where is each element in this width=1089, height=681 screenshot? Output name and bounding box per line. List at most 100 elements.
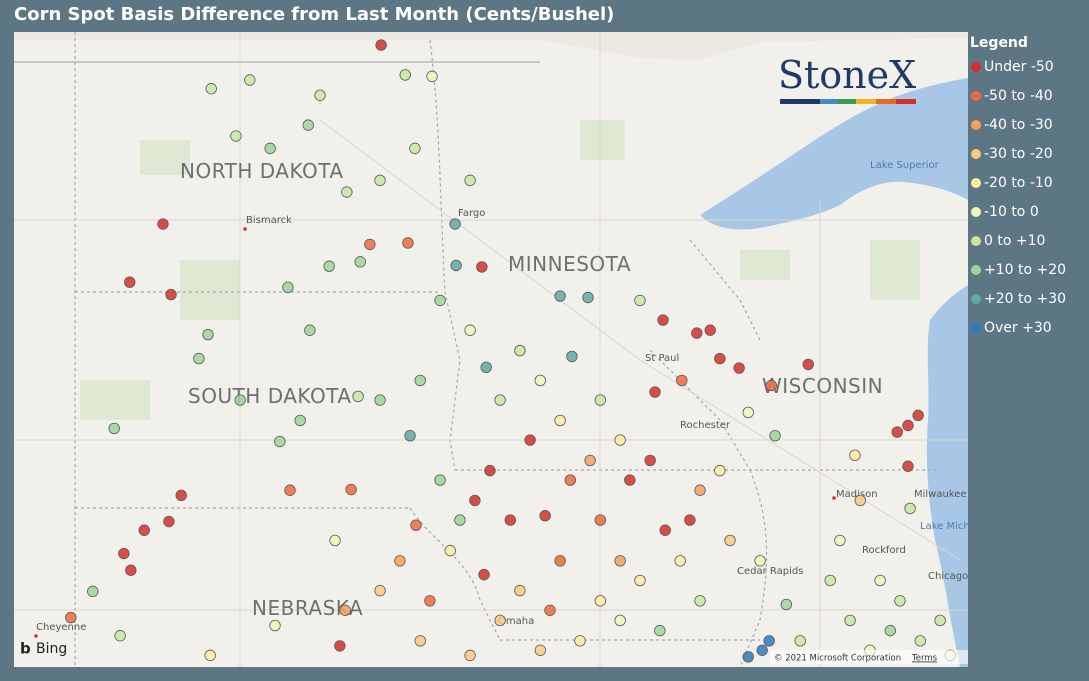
- price-point: [341, 186, 353, 198]
- map[interactable]: NORTH DAKOTA SOUTH DAKOTA MINNESOTA WISC…: [14, 32, 970, 667]
- price-point: [724, 534, 736, 547]
- legend-label: +10 to +20: [984, 262, 1066, 278]
- price-point: [410, 519, 422, 531]
- legend-label: -50 to -40: [984, 88, 1053, 104]
- price-point: [524, 434, 536, 446]
- city-label: Lake Mich: [920, 521, 970, 532]
- price-point: [125, 564, 137, 576]
- price-point: [742, 651, 754, 663]
- price-point: [894, 595, 906, 607]
- price-point: [434, 294, 446, 307]
- price-point: [659, 524, 671, 536]
- city-label: Rockford: [862, 545, 906, 556]
- price-point: [414, 635, 426, 647]
- price-point: [354, 256, 366, 268]
- price-point: [314, 89, 326, 101]
- price-point: [594, 514, 607, 526]
- legend-label: +20 to +30: [984, 291, 1066, 307]
- price-point: [402, 237, 414, 249]
- price-point: [157, 218, 169, 230]
- price-point: [756, 644, 768, 656]
- price-point: [138, 524, 150, 536]
- legend-label: Over +30: [984, 320, 1052, 336]
- price-point: [469, 494, 481, 507]
- price-point: [374, 174, 386, 187]
- price-point: [534, 374, 547, 387]
- price-point: [364, 238, 376, 251]
- price-point: [329, 534, 341, 547]
- price-point: [230, 130, 242, 142]
- price-point: [844, 614, 856, 627]
- price-point: [763, 635, 775, 647]
- legend-label: -30 to -20: [984, 146, 1053, 162]
- price-point: [282, 281, 294, 294]
- price-point: [554, 555, 566, 567]
- legend-title: Legend: [970, 35, 1028, 51]
- legend-swatch: [971, 178, 981, 188]
- price-point: [234, 394, 246, 406]
- price-point: [399, 69, 411, 81]
- lake-superior: [700, 78, 968, 230]
- price-point: [584, 454, 596, 467]
- price-point: [624, 474, 636, 486]
- price-point: [694, 484, 706, 496]
- price-point: [614, 614, 626, 627]
- price-point: [304, 324, 316, 336]
- bing-text: Bing: [36, 641, 67, 657]
- city-label: Rochester: [680, 420, 731, 431]
- price-point: [704, 324, 716, 336]
- terms-link[interactable]: Terms: [911, 654, 938, 664]
- price-point: [802, 358, 814, 371]
- price-point: [534, 644, 547, 656]
- price-point: [434, 474, 446, 486]
- points: [65, 39, 957, 663]
- price-point: [404, 429, 416, 442]
- state-label: MINNESOTA: [508, 252, 631, 276]
- city-label: Milwaukee: [914, 489, 967, 500]
- map-background: [14, 32, 968, 667]
- price-point: [902, 419, 914, 432]
- price-point: [426, 70, 438, 83]
- price-point: [780, 598, 793, 611]
- price-point: [765, 379, 778, 392]
- price-point: [891, 426, 903, 438]
- price-point: [914, 635, 927, 647]
- price-point: [824, 574, 836, 587]
- price-point: [480, 361, 492, 374]
- price-point: [352, 390, 364, 403]
- price-point: [694, 595, 706, 607]
- price-point: [476, 261, 488, 273]
- lake-michigan: [926, 285, 968, 667]
- legend-label: -20 to -10: [984, 175, 1053, 191]
- city-label: Chicago: [928, 571, 968, 582]
- price-point: [564, 474, 577, 486]
- price-point: [714, 352, 726, 365]
- city-label: Bismarck: [246, 215, 292, 226]
- price-point: [464, 324, 476, 336]
- city-label: Cheyenne: [36, 622, 86, 633]
- price-point: [163, 515, 175, 528]
- legend-swatch: [971, 236, 981, 246]
- price-point: [654, 624, 666, 637]
- price-point: [193, 352, 205, 365]
- city-label: Omaha: [498, 616, 534, 627]
- price-point: [676, 374, 688, 387]
- price-point: [644, 454, 656, 467]
- price-point: [464, 174, 476, 187]
- price-point: [478, 568, 490, 581]
- price-point: [114, 630, 126, 642]
- legend-swatch: [971, 91, 981, 101]
- price-point: [794, 635, 806, 647]
- price-point: [684, 514, 696, 526]
- price-point: [691, 327, 703, 339]
- price-point: [539, 510, 551, 522]
- price-point: [582, 291, 594, 304]
- price-point: [594, 595, 607, 607]
- legend-swatch: [971, 149, 981, 159]
- price-point: [874, 574, 886, 587]
- price-point: [205, 83, 217, 95]
- legend-swatch: [971, 265, 981, 275]
- price-point: [87, 585, 99, 598]
- state-label: WISCONSIN: [762, 374, 883, 398]
